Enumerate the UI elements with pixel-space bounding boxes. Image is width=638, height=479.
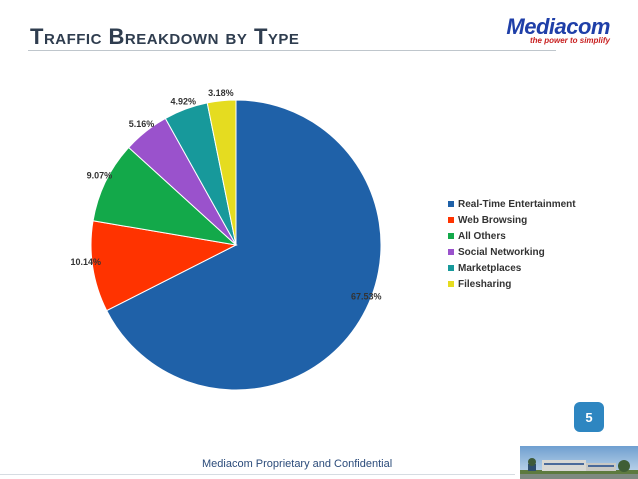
legend-swatch-filesharing bbox=[448, 281, 454, 287]
legend-item-filesharing: Filesharing bbox=[448, 276, 576, 292]
pie-slice-all-others bbox=[92, 146, 238, 246]
legend-label-filesharing: Filesharing bbox=[458, 278, 512, 290]
legend-label-marketplaces: Marketplaces bbox=[458, 262, 522, 274]
legend-label-all-others: All Others bbox=[458, 230, 506, 242]
pie-slice-filesharing bbox=[206, 99, 237, 246]
legend-swatch-real-time-entertainment bbox=[448, 201, 454, 207]
legend-label-web-browsing: Web Browsing bbox=[458, 214, 528, 226]
data-label-social-networking: 5.16% bbox=[129, 119, 155, 129]
data-label-all-others: 9.07% bbox=[87, 170, 113, 180]
pie-slice-web-browsing bbox=[90, 220, 238, 312]
legend-label-social-networking: Social Networking bbox=[458, 246, 545, 258]
legend-swatch-web-browsing bbox=[448, 217, 454, 223]
legend-item-marketplaces: Marketplaces bbox=[448, 260, 576, 276]
logo-tagline: the power to simplify bbox=[529, 36, 610, 45]
data-label-real-time-entertainment: 67.53% bbox=[351, 291, 382, 301]
footer-divider bbox=[0, 474, 515, 475]
chart-legend: Real-Time Entertainment Web Browsing All O… bbox=[448, 196, 576, 292]
page-number-badge: 5 bbox=[574, 402, 604, 432]
mediacom-logo: Mediacom the power to simplify bbox=[506, 14, 610, 45]
data-label-web-browsing: 10.14% bbox=[71, 257, 102, 267]
footer-text: Mediacom Proprietary and Confidential bbox=[202, 458, 393, 470]
legend-item-all-others: All Others bbox=[448, 228, 576, 244]
data-label-filesharing: 3.18% bbox=[208, 88, 234, 98]
pie-slice-real-time-entertainment bbox=[106, 99, 382, 391]
legend-item-social-networking: Social Networking bbox=[448, 244, 576, 260]
logo-name: Mediacom bbox=[506, 14, 610, 39]
page-title: Traffic Breakdown by Type bbox=[30, 24, 300, 49]
legend-item-real-time-entertainment: Real-Time Entertainment bbox=[448, 196, 576, 212]
footer-building-image bbox=[520, 446, 638, 479]
legend-swatch-all-others bbox=[448, 233, 454, 239]
legend-item-web-browsing: Web Browsing bbox=[448, 212, 576, 228]
data-label-marketplaces: 4.92% bbox=[171, 96, 197, 106]
legend-swatch-social-networking bbox=[448, 249, 454, 255]
legend-label-real-time-entertainment: Real-Time Entertainment bbox=[458, 198, 576, 210]
title-divider bbox=[28, 50, 556, 51]
legend-swatch-marketplaces bbox=[448, 265, 454, 271]
